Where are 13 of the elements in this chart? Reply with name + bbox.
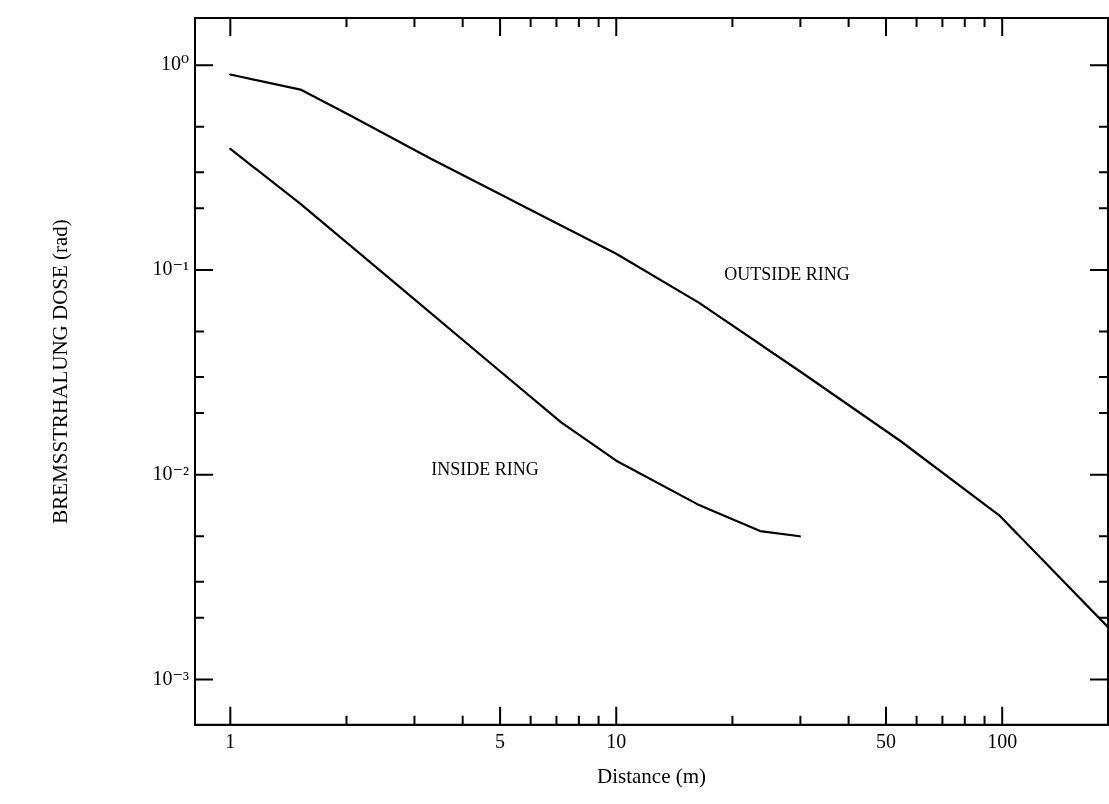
series-label: OUTSIDE RING (724, 263, 850, 284)
y-axis-title: BREMSSTRHALUNG DOSE (rad) (48, 219, 73, 524)
x-tick-label: 50 (876, 730, 897, 753)
y-tick-label: 10⁻³ (152, 666, 189, 689)
text: INSIDE RING (431, 459, 539, 480)
x-tick-label: 1 (225, 730, 236, 753)
y-tick-label: 10⁰ (160, 52, 189, 75)
x-axis-title: Distance (m) (596, 763, 707, 788)
y-tick-label: 10⁻² (152, 461, 189, 484)
x-tick-label: 5 (495, 730, 506, 753)
y-tick-label: 10⁻¹ (152, 257, 189, 280)
x-tick-label: 10 (606, 730, 627, 753)
x-tick-label: 100 (987, 730, 1018, 753)
